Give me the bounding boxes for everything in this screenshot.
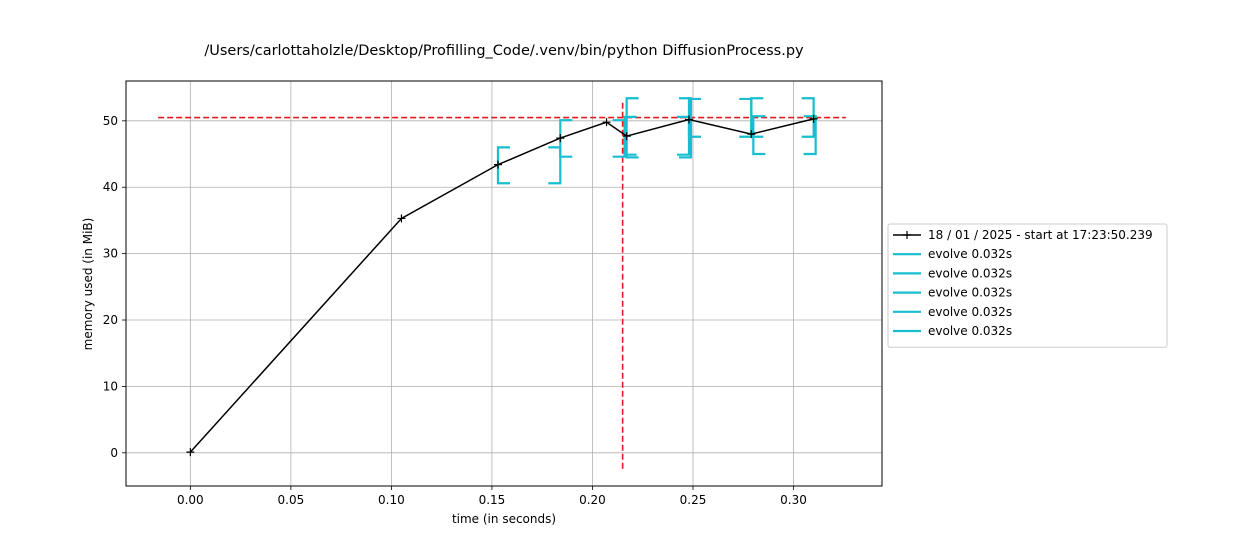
- memory-point: [186, 448, 195, 457]
- legend-marker: [903, 231, 911, 239]
- plot-area: [158, 97, 846, 469]
- y-axis: 0 10 20 30 40 50: [103, 114, 126, 460]
- legend: 18 / 01 / 2025 - start at 17:23:50.239 ev…: [887, 223, 1168, 348]
- chart-title: /Users/carlottaholzle/Desktop/Profilling…: [204, 43, 804, 59]
- legend-label: 18 / 01 / 2025 - start at 17:23:50.239: [928, 228, 1153, 242]
- x-tick-label: 0.30: [780, 493, 807, 507]
- axes-frame: [125, 80, 883, 487]
- y-tick-label: 30: [103, 247, 118, 261]
- memory-point: [397, 214, 406, 223]
- legend-label: evolve 0.032s: [928, 266, 1012, 280]
- memory-point: [747, 130, 756, 139]
- legend-label: evolve 0.032s: [928, 247, 1012, 261]
- memory-point: [493, 160, 502, 169]
- y-tick-label: 10: [103, 379, 118, 393]
- y-tick-label: 0: [110, 446, 118, 460]
- x-tick-label: 0.25: [680, 493, 707, 507]
- y-tick-label: 20: [103, 313, 118, 327]
- function-bracket-close: [548, 146, 562, 185]
- x-tick-label: 0.05: [278, 493, 305, 507]
- x-axis: 0.00 0.05 0.10 0.15 0.20 0.25 0.30: [177, 486, 807, 507]
- legend-label: evolve 0.032s: [928, 286, 1012, 300]
- x-axis-label: time (in seconds): [452, 512, 556, 526]
- function-bracket-open: [625, 97, 639, 159]
- memory-point: [684, 115, 693, 124]
- memory-point: [809, 114, 818, 123]
- memory-point: [622, 132, 631, 141]
- grid: [126, 81, 882, 486]
- y-axis-label: memory used (in MiB): [81, 218, 95, 351]
- function-bracket-open: [752, 115, 766, 156]
- function-bracket-close: [803, 115, 817, 156]
- legend-label: evolve 0.032s: [928, 324, 1012, 338]
- legend-label: evolve 0.032s: [928, 305, 1012, 319]
- function-bracket-open: [750, 97, 764, 138]
- y-tick-label: 40: [103, 180, 118, 194]
- function-bracket-close: [678, 97, 693, 159]
- legend-box: [887, 223, 1168, 348]
- x-tick-label: 0.00: [177, 493, 204, 507]
- y-tick-label: 50: [103, 114, 118, 128]
- memory-point: [602, 118, 611, 127]
- x-tick-label: 0.10: [378, 493, 405, 507]
- x-tick-label: 0.15: [479, 493, 506, 507]
- x-tick-label: 0.20: [579, 493, 606, 507]
- memory-point: [556, 134, 565, 143]
